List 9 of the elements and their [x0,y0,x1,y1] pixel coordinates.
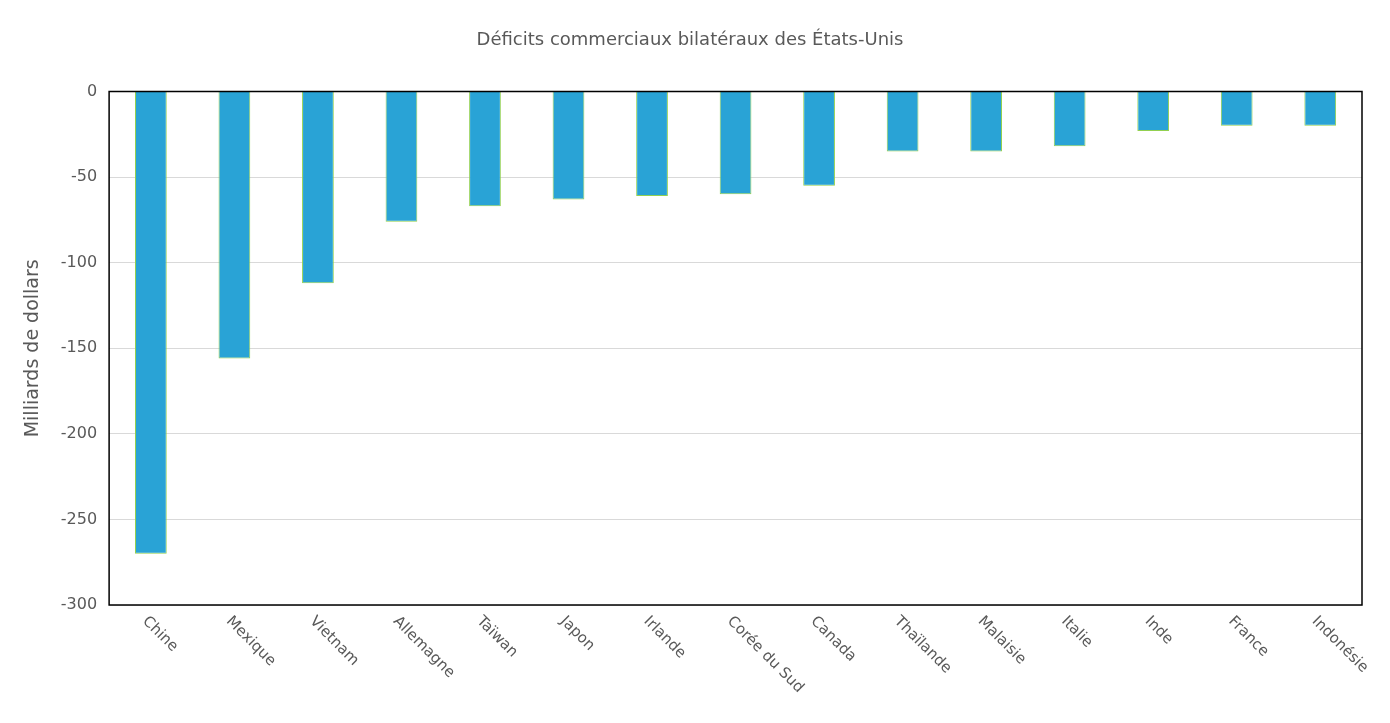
y-axis-title: Milliards de dollars [20,259,43,438]
chart-title: Déficits commerciaux bilatéraux des États-Unis [476,28,904,50]
y-tick-label: -250 [60,508,98,528]
y-tick-label: -150 [60,337,98,357]
y-tick-label: 0 [86,80,98,100]
y-tick-label: -300 [60,594,98,614]
y-tick-label: -200 [60,423,98,443]
y-tick-label: -50 [70,166,98,186]
y-tick-label: -100 [60,251,98,271]
